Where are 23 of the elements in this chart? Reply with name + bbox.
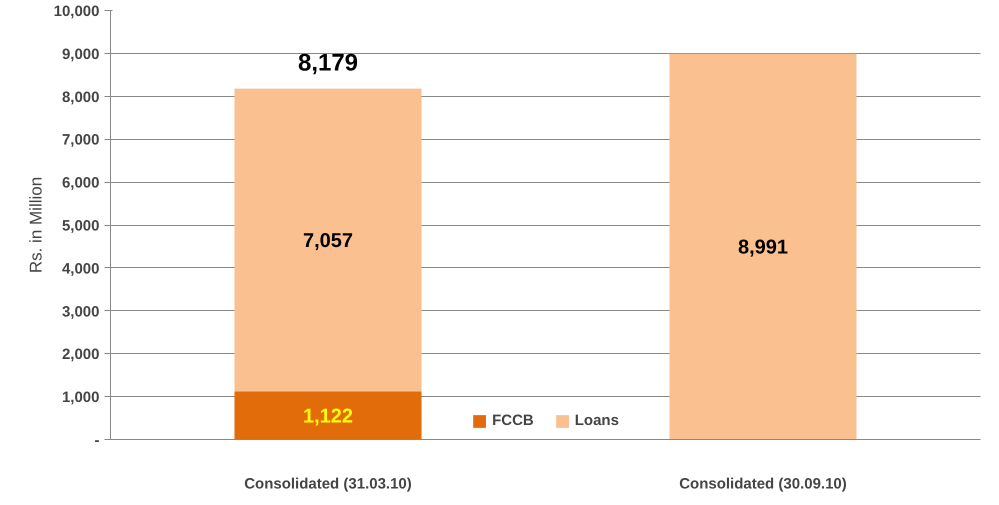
bar [669,54,857,440]
y-tick-label: 7,000 [62,132,100,149]
bar [234,88,422,392]
bar [234,391,422,440]
y-tick-label: 4,000 [62,260,100,278]
y-tick-label: 6,000 [62,174,100,192]
data-label: 7,057 [302,230,354,252]
y-tick-label: 2,000 [62,346,100,364]
y-tick-label: 8,000 [62,88,100,106]
legend-label: FCCB [492,412,534,429]
y-axis-title: Rs. in Million [26,176,46,274]
legend-label: Loans [574,412,619,429]
y-tick-label: 9,000 [62,46,100,63]
y-tick-label: 3,000 [62,303,100,320]
total-label: 8,179 [298,50,358,77]
y-tick-label: 1,000 [62,389,100,406]
y-tick-label: 5,000 [62,218,100,234]
x-tick-label: Consolidated (30.09.10) [679,476,847,492]
y-tick-label: - [94,432,100,449]
data-label: 8,991 [738,236,788,259]
y-tick-label: 10,000 [54,3,100,20]
x-tick-label: Consolidated (31.03.10) [244,476,412,492]
data-label: 1,122 [302,405,354,428]
